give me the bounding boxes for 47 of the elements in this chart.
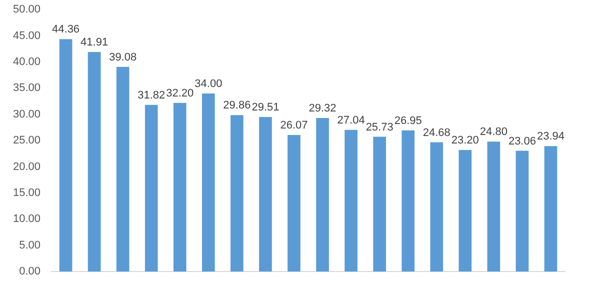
bar [116,66,130,272]
data-label: 27.04 [337,114,365,126]
data-label: 23.20 [451,134,479,147]
y-tick-label: 20.00 [12,160,41,173]
data-label: 29.86 [223,100,251,112]
data-label: 26.07 [280,120,308,132]
bar [173,102,186,272]
bar [144,104,158,272]
data-label: 39.08 [109,51,137,64]
data-label: 29.32 [308,102,336,114]
y-tick-label: 10.00 [12,213,41,226]
bar [402,130,415,272]
data-label: 24.68 [422,126,450,139]
bar [316,118,329,272]
bar [230,115,244,272]
bar [487,142,500,272]
data-label: 31.82 [138,89,166,102]
bar [88,52,101,272]
data-label: 44.36 [52,24,80,36]
y-tick-label: 50.00 [12,4,41,16]
data-label: 23.06 [508,135,536,148]
data-label: 26.95 [394,114,422,127]
data-label: 41.91 [80,36,108,49]
bar [344,130,358,272]
y-tick-label: 40.00 [12,56,41,68]
bar [544,146,558,272]
bar [202,93,215,272]
bar [516,150,529,272]
data-label: 34.00 [194,78,222,90]
y-tick-label: 15.00 [12,187,41,200]
data-label: 29.51 [252,102,280,114]
data-label: 32.20 [166,87,194,100]
data-label: 23.94 [536,130,565,143]
y-tick-label: 5.00 [19,239,41,252]
bar [259,116,272,272]
y-tick-label: 35.00 [12,82,41,94]
data-label: 25.73 [366,121,394,134]
bar [373,136,386,272]
y-tick-label: 25.00 [12,134,41,147]
data-label: 24.80 [480,126,508,138]
y-tick-label: 0.00 [19,266,41,278]
bar [458,150,472,272]
bar [59,39,72,272]
y-tick-label: 30.00 [12,108,41,120]
y-tick-label: 45.00 [12,30,41,42]
bar [430,142,444,272]
bar [288,134,300,272]
